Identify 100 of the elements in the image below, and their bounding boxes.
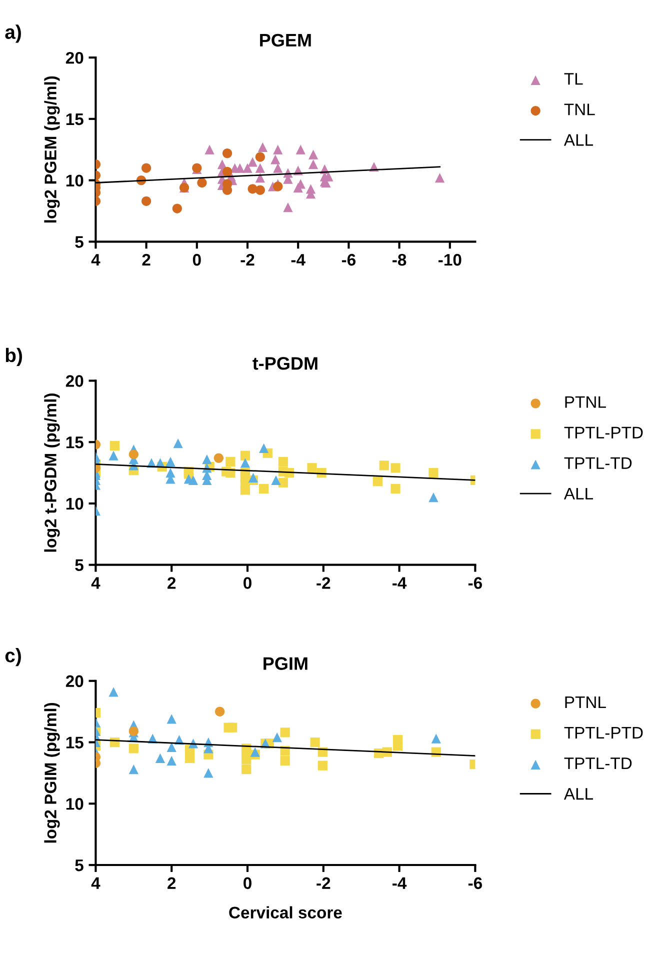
y-axis-title: log2 PGEM (pg/ml) (44, 76, 60, 223)
x-tick-label: 4 (91, 577, 100, 589)
point (166, 456, 176, 467)
point (166, 756, 176, 766)
legend-label: TPTL-PTD (564, 426, 643, 438)
point (166, 714, 176, 724)
x-tick-label: -10 (438, 254, 462, 266)
x-tick-label: 0 (192, 254, 201, 266)
x-tick-label: -8 (392, 254, 406, 266)
point (228, 722, 238, 732)
x-tick-label: -2 (316, 577, 330, 589)
point (270, 154, 280, 164)
x-tick-label: 0 (244, 577, 252, 589)
legend-label: TL (564, 73, 583, 85)
point (273, 182, 283, 192)
y-tick-label: 5 (75, 860, 84, 872)
point (273, 163, 283, 173)
point (390, 463, 400, 473)
x-tick-label: 0 (244, 877, 252, 890)
point (250, 747, 260, 757)
y-axis-title: log2 t-PGDM (pg/ml) (44, 394, 60, 552)
point (258, 142, 268, 152)
point (283, 202, 293, 212)
chart-title: PGEM (260, 34, 311, 47)
chart-title: PGIM (264, 657, 308, 670)
point (173, 438, 183, 448)
point (390, 484, 400, 494)
point (271, 475, 281, 485)
legend-label: TNL (564, 104, 595, 116)
x-tick-label: 4 (91, 877, 100, 889)
point (108, 687, 118, 697)
x-tick-label: 2 (168, 577, 176, 589)
point (222, 166, 232, 177)
point (110, 440, 120, 451)
point (259, 484, 269, 494)
legend-label: TPTL-TD (564, 457, 632, 469)
point (226, 456, 236, 467)
point (197, 178, 207, 188)
y-tick-label: 15 (66, 436, 84, 448)
legend-label: ALL (564, 488, 593, 500)
point (204, 144, 214, 154)
legend-label: TPTL-PTD (564, 727, 643, 739)
y-tick-label: 10 (66, 798, 84, 810)
point (240, 485, 250, 495)
x-tick-label: -2 (316, 877, 330, 889)
x-tick-label: -4 (392, 877, 407, 889)
x-tick-label: 4 (91, 254, 100, 266)
x-tick-label: 2 (142, 254, 150, 266)
point (141, 163, 152, 173)
legend-label: ALL (564, 788, 593, 800)
point (202, 454, 212, 464)
point (185, 753, 195, 764)
point (278, 456, 288, 467)
point (434, 173, 445, 183)
x-tick-label: -2 (240, 254, 254, 266)
point (248, 472, 258, 483)
point (255, 185, 265, 195)
point (431, 734, 441, 744)
x-tick-label: -6 (342, 254, 356, 266)
point (428, 492, 438, 502)
point (255, 173, 265, 183)
text: c) (5, 648, 21, 666)
point (242, 754, 252, 764)
point (308, 150, 318, 160)
point (255, 152, 265, 162)
point (307, 463, 317, 473)
point (188, 475, 198, 485)
y-tick-label: 10 (66, 174, 84, 186)
legend-label: PTNL (565, 396, 606, 408)
point (240, 458, 250, 468)
y-tick-label: 20 (66, 52, 84, 64)
point (428, 468, 438, 478)
point (372, 476, 382, 486)
point (310, 737, 320, 748)
point (255, 163, 265, 173)
point (273, 144, 283, 154)
point (392, 741, 403, 751)
y-tick-label: 5 (75, 236, 84, 248)
x-axis-title: Cervical score (229, 906, 342, 918)
point (248, 157, 258, 167)
point (278, 478, 288, 488)
point (272, 732, 282, 742)
x-tick-label: -6 (468, 577, 482, 589)
point (308, 160, 318, 170)
point (128, 764, 138, 774)
point (318, 760, 328, 770)
y-axis-title: log2 PGIM (pg/ml) (44, 702, 60, 843)
x-tick-label: -6 (468, 877, 482, 890)
y-tick-label: 15 (66, 113, 84, 126)
point (259, 443, 269, 454)
legend-label: PTNL (565, 696, 606, 708)
legend-label: ALL (564, 134, 593, 146)
point (240, 450, 250, 460)
point (280, 728, 290, 738)
legend-label: TPTL-TD (564, 758, 632, 770)
point (379, 460, 389, 470)
point (141, 196, 152, 206)
y-tick-label: 15 (66, 736, 84, 748)
text: a) (5, 24, 21, 43)
point (172, 204, 182, 214)
